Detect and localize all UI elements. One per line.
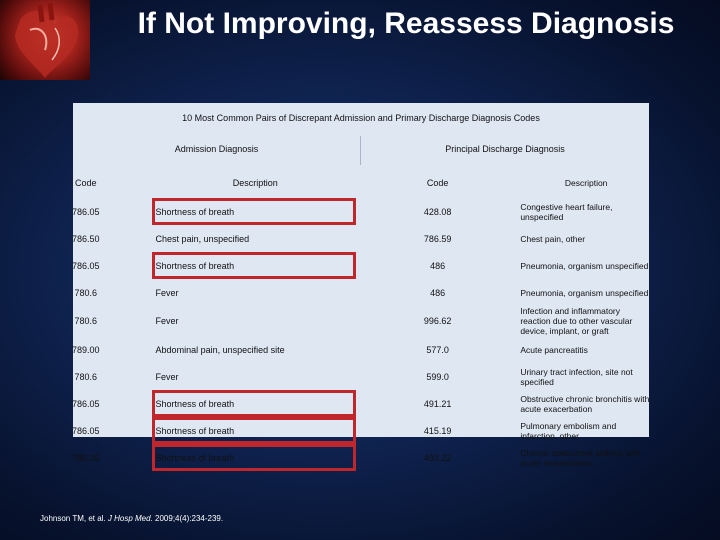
group-divider (360, 136, 361, 165)
diagnosis-table: Code Description Code Description 786.05… (18, 168, 652, 471)
highlight-box (152, 390, 356, 417)
admission-code: 789.00 (72, 344, 100, 355)
discharge-description: Obstructive chronic bronchitis with acut… (520, 393, 650, 414)
discharge-code: 486 (430, 260, 446, 271)
admission-description: Shortness of breath (155, 260, 235, 271)
discharge-code: 486 (430, 287, 446, 298)
table-row: 786.05 Shortness of breath 428.08 Congestiv… (18, 198, 652, 225)
discharge-code: 599.0 (426, 371, 449, 382)
discharge-description: Pneumonia, organism unspecified (520, 287, 649, 298)
admission-code: 780.6 (74, 316, 98, 326)
discharge-code: 786.59 (423, 233, 452, 244)
citation-details: 2009;4(4):234-239. (152, 514, 224, 523)
discharge-code: 996.62 (423, 316, 452, 326)
admission-code: 780.6 (74, 371, 98, 382)
discharge-code: 577.0 (426, 344, 449, 355)
table-row: 786.50 Chest pain, unspecified 786.59 Chest… (18, 225, 652, 252)
citation: Johnson TM, et al. J Hosp Med. 2009;4(4)… (40, 514, 223, 523)
admission-group-header: Admission Diagnosis (174, 144, 259, 154)
admission-code: 786.05 (72, 452, 100, 463)
admission-description: Fever (155, 316, 179, 326)
highlight-box (152, 252, 356, 279)
admission-description: Shortness of breath (155, 425, 235, 436)
admission-code: 780.6 (74, 287, 98, 298)
col-discharge-code: Code (426, 178, 449, 188)
discharge-code: 415.19 (423, 425, 452, 436)
table-row: 780.6 Fever 599.0 Urinary tract infection, … (18, 363, 652, 390)
table-row: 789.00 Abdominal pain, unspecified site 57… (18, 336, 652, 363)
col-admission-description: Description (232, 178, 278, 188)
admission-description: Fever (155, 371, 179, 382)
discharge-description: Acute pancreatitis (520, 344, 588, 355)
admission-description: Shortness of breath (155, 398, 235, 409)
col-discharge-description: Description (564, 178, 608, 188)
discharge-description: Urinary tract infection, site not specif… (520, 366, 633, 387)
discharge-code: 493.22 (423, 452, 452, 463)
table-row: 786.05 Shortness of breath 415.19 Pulmonary… (18, 417, 652, 444)
admission-description: Fever (155, 287, 179, 298)
discharge-description: Chronic obstructive asthma with acute ex… (520, 447, 641, 468)
admission-code: 786.50 (72, 233, 100, 244)
admission-code: 786.05 (72, 425, 100, 436)
discharge-code: 428.08 (423, 206, 452, 217)
highlight-box (152, 198, 356, 225)
admission-description: Shortness of breath (155, 206, 235, 217)
col-admission-code: Code (75, 178, 97, 188)
discharge-group-header: Principal Discharge Diagnosis (445, 144, 565, 154)
discharge-description: Pulmonary embolism and infarction, other (520, 420, 617, 441)
admission-description: Abdominal pain, unspecified site (155, 344, 285, 355)
table-caption: 10 Most Common Pairs of Discrepant Admis… (182, 113, 540, 123)
citation-authors: Johnson TM, et al. (40, 514, 108, 523)
discharge-code: 491.21 (423, 398, 452, 409)
highlight-box (152, 417, 356, 444)
table-row: 780.6 Fever 996.62 Infection and inflammato… (18, 306, 652, 336)
highlight-box (152, 444, 356, 471)
table-row: 780.6 Fever 486 Pneumonia, organism unspeci… (18, 279, 652, 306)
table-row: 786.05 Shortness of breath 486 Pneumonia, o… (18, 252, 652, 279)
admission-description: Chest pain, unspecified (155, 233, 250, 244)
table-panel: 10 Most Common Pairs of Discrepant Admis… (73, 103, 649, 437)
admission-code: 786.05 (72, 206, 100, 217)
slide-title: If Not Improving, Reassess Diagnosis (137, 7, 675, 40)
discharge-description: Infection and inflammatory reaction due … (520, 306, 633, 336)
admission-code: 786.05 (72, 260, 100, 271)
admission-description: Shortness of breath (155, 452, 235, 463)
admission-code: 786.05 (72, 398, 100, 409)
discharge-description: Pneumonia, organism unspecified (520, 260, 649, 271)
table-row: 786.05 Shortness of breath 491.21 Obstructi… (18, 390, 652, 417)
citation-journal: J Hosp Med. (107, 514, 153, 523)
discharge-description: Congestive heart failure, unspecified (520, 201, 613, 222)
column-header-row: Code Description Code Description (18, 168, 652, 198)
heart-anatomy-image (0, 0, 90, 80)
table-row: 786.05 Shortness of breath 493.22 Chronic o… (18, 444, 652, 471)
discharge-description: Chest pain, other (520, 233, 586, 244)
